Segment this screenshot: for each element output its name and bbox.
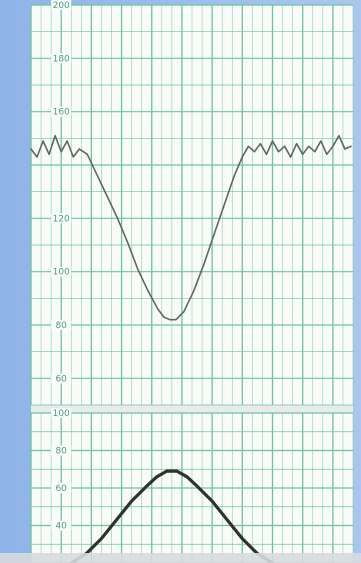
fhr-trace-0: [30, 134, 352, 321]
tick-label-bg: [51, 53, 72, 64]
tick-label-bg: [51, 0, 72, 10]
y-tick-label: 180: [53, 54, 70, 64]
y-tick-label: 40: [55, 522, 67, 532]
ua-tick-labels: 40 60 80 100: [51, 408, 72, 532]
tick-label-bg: [51, 213, 72, 224]
tick-label-bg: [51, 320, 72, 330]
tick-label-bg: [51, 520, 72, 531]
ua-trace-0: [69, 469, 275, 563]
y-tick-label: 60: [55, 374, 67, 384]
y-tick-label: 60: [55, 484, 67, 494]
fhr-tick-labels: 60 80 100 120 160 180 200: [51, 0, 72, 384]
chart-paper-gap: [31, 405, 353, 413]
y-tick-label: 100: [53, 268, 70, 278]
y-tick-label: 120: [53, 214, 70, 224]
y-tick-label: 80: [55, 321, 67, 331]
uterine-activity-grid: [30, 412, 354, 563]
tick-label-bg: [51, 408, 72, 418]
y-tick-label: 100: [53, 409, 70, 419]
y-tick-label: 160: [53, 108, 70, 118]
tick-label-bg: [51, 106, 72, 117]
y-tick-label: 200: [53, 1, 70, 11]
chart-traces: [30, 134, 352, 563]
tick-label-bg: [51, 266, 72, 277]
tick-label-bg: [51, 373, 72, 384]
y-tick-label: 80: [55, 447, 67, 457]
tick-label-bg: [51, 445, 72, 456]
fhr-grid: [30, 4, 354, 406]
tick-label-bg: [51, 483, 72, 493]
bottom-scroll-bar: [0, 553, 361, 563]
